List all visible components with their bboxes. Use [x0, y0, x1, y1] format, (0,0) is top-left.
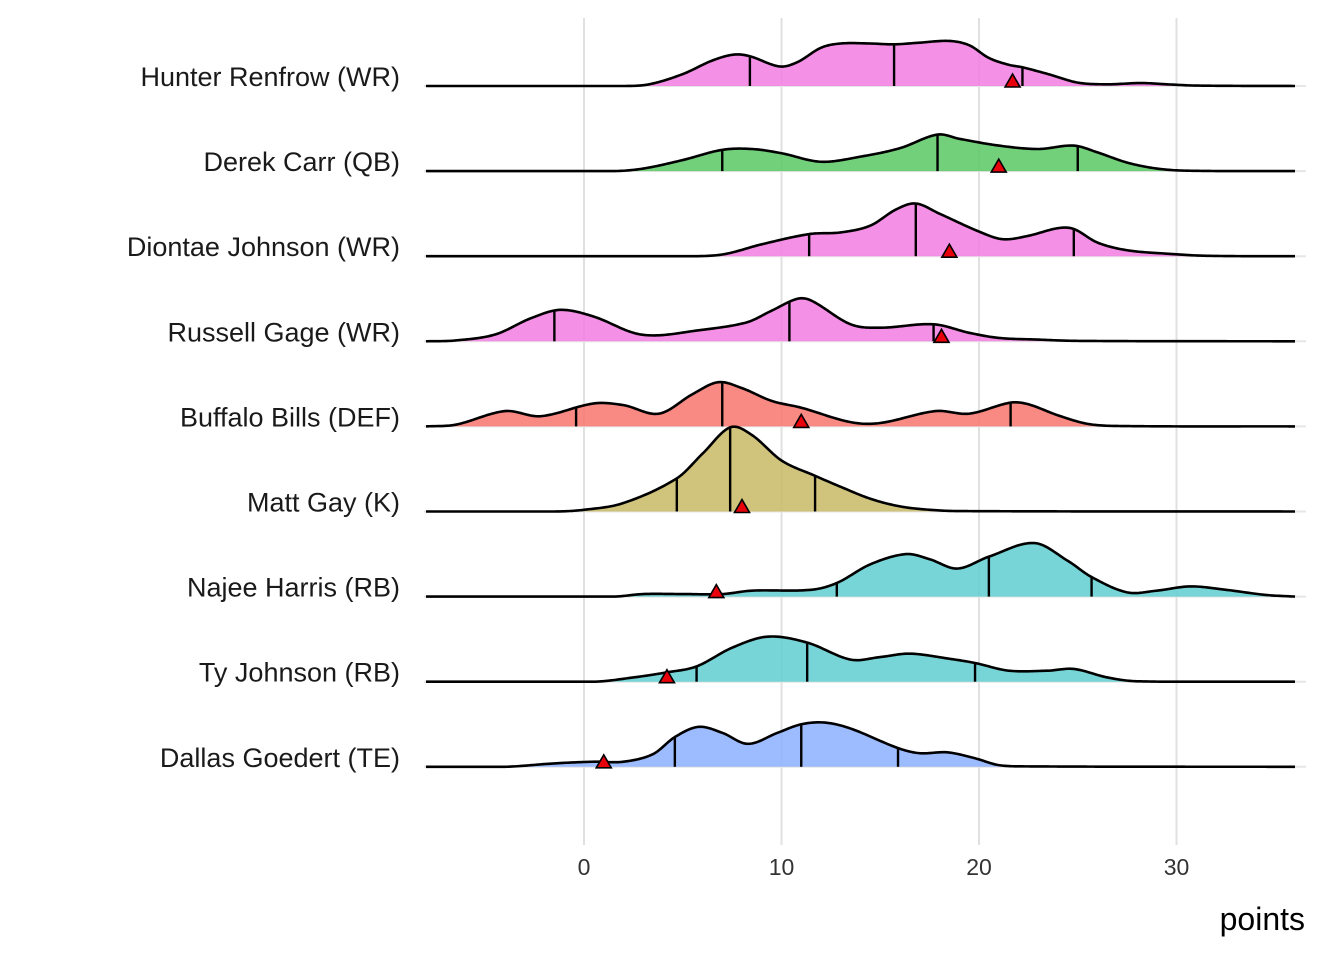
- marker-triangle: [989, 157, 1008, 173]
- gridlines: [424, 18, 1306, 845]
- x-tick-label-20: 20: [966, 854, 992, 880]
- ridge-russell-gage-wr: [425, 296, 1295, 344]
- density-area: [426, 40, 1295, 86]
- y-label-ty-johnson-rb: Ty Johnson (RB): [199, 658, 400, 688]
- y-label-dallas-goedert-te: Dallas Goedert (TE): [160, 743, 400, 773]
- y-label-najee-harris-rb: Najee Harris (RB): [187, 573, 400, 603]
- marker-triangle: [707, 582, 726, 599]
- density-area: [426, 382, 1295, 427]
- marker-triangle: [733, 497, 751, 514]
- x-tick-label-0: 0: [578, 854, 591, 880]
- x-tick-label-10: 10: [769, 854, 795, 880]
- marker-triangle: [1003, 72, 1022, 88]
- ridge-derek-carr-qb: [426, 133, 1296, 173]
- ridge-dallas-goedert-te: [426, 721, 1295, 769]
- density-line: [425, 296, 1295, 343]
- y-label-derek-carr-qb: Derek Carr (QB): [203, 147, 400, 177]
- density-area: [426, 426, 1295, 512]
- ridge-matt-gay-k: [426, 425, 1295, 514]
- marker-triangle: [594, 753, 613, 769]
- density-line: [426, 425, 1295, 513]
- marker-triangle: [940, 242, 959, 258]
- density-area: [426, 722, 1295, 767]
- x-axis-ticks: 0 10 20 30: [578, 854, 1190, 880]
- ridge-najee-harris-rb: [426, 541, 1296, 599]
- density-line: [426, 541, 1296, 598]
- ridge-diontae-johnson-wr: [426, 202, 1296, 258]
- marker-triangle: [658, 668, 676, 684]
- ridge-ty-johnson-rb: [426, 635, 1295, 684]
- density-area: [426, 298, 1295, 342]
- density-line: [426, 39, 1296, 88]
- marker-triangle: [792, 412, 811, 429]
- y-label-matt-gay-k: Matt Gay (K): [247, 488, 400, 518]
- marker-triangle: [932, 327, 951, 344]
- density-line: [426, 202, 1296, 258]
- ridges: [425, 39, 1296, 769]
- x-tick-label-30: 30: [1164, 854, 1190, 880]
- density-line: [426, 635, 1295, 683]
- y-axis-labels: Hunter Renfrow (WR) Derek Carr (QB) Dionta…: [127, 62, 400, 773]
- y-label-hunter-renfrow-wr: Hunter Renfrow (WR): [140, 62, 400, 92]
- ridge-buffalo-bills-def: [425, 380, 1295, 429]
- density-area: [426, 134, 1295, 172]
- y-label-buffalo-bills-def: Buffalo Bills (DEF): [180, 402, 400, 432]
- x-axis-label: points: [1220, 901, 1305, 937]
- y-label-diontae-johnson-wr: Diontae Johnson (WR): [127, 232, 400, 262]
- density-line: [425, 380, 1295, 428]
- ridge-hunter-renfrow-wr: [426, 39, 1296, 88]
- density-line: [426, 133, 1296, 173]
- density-line: [426, 721, 1295, 769]
- y-label-russell-gage-wr: Russell Gage (WR): [167, 317, 400, 347]
